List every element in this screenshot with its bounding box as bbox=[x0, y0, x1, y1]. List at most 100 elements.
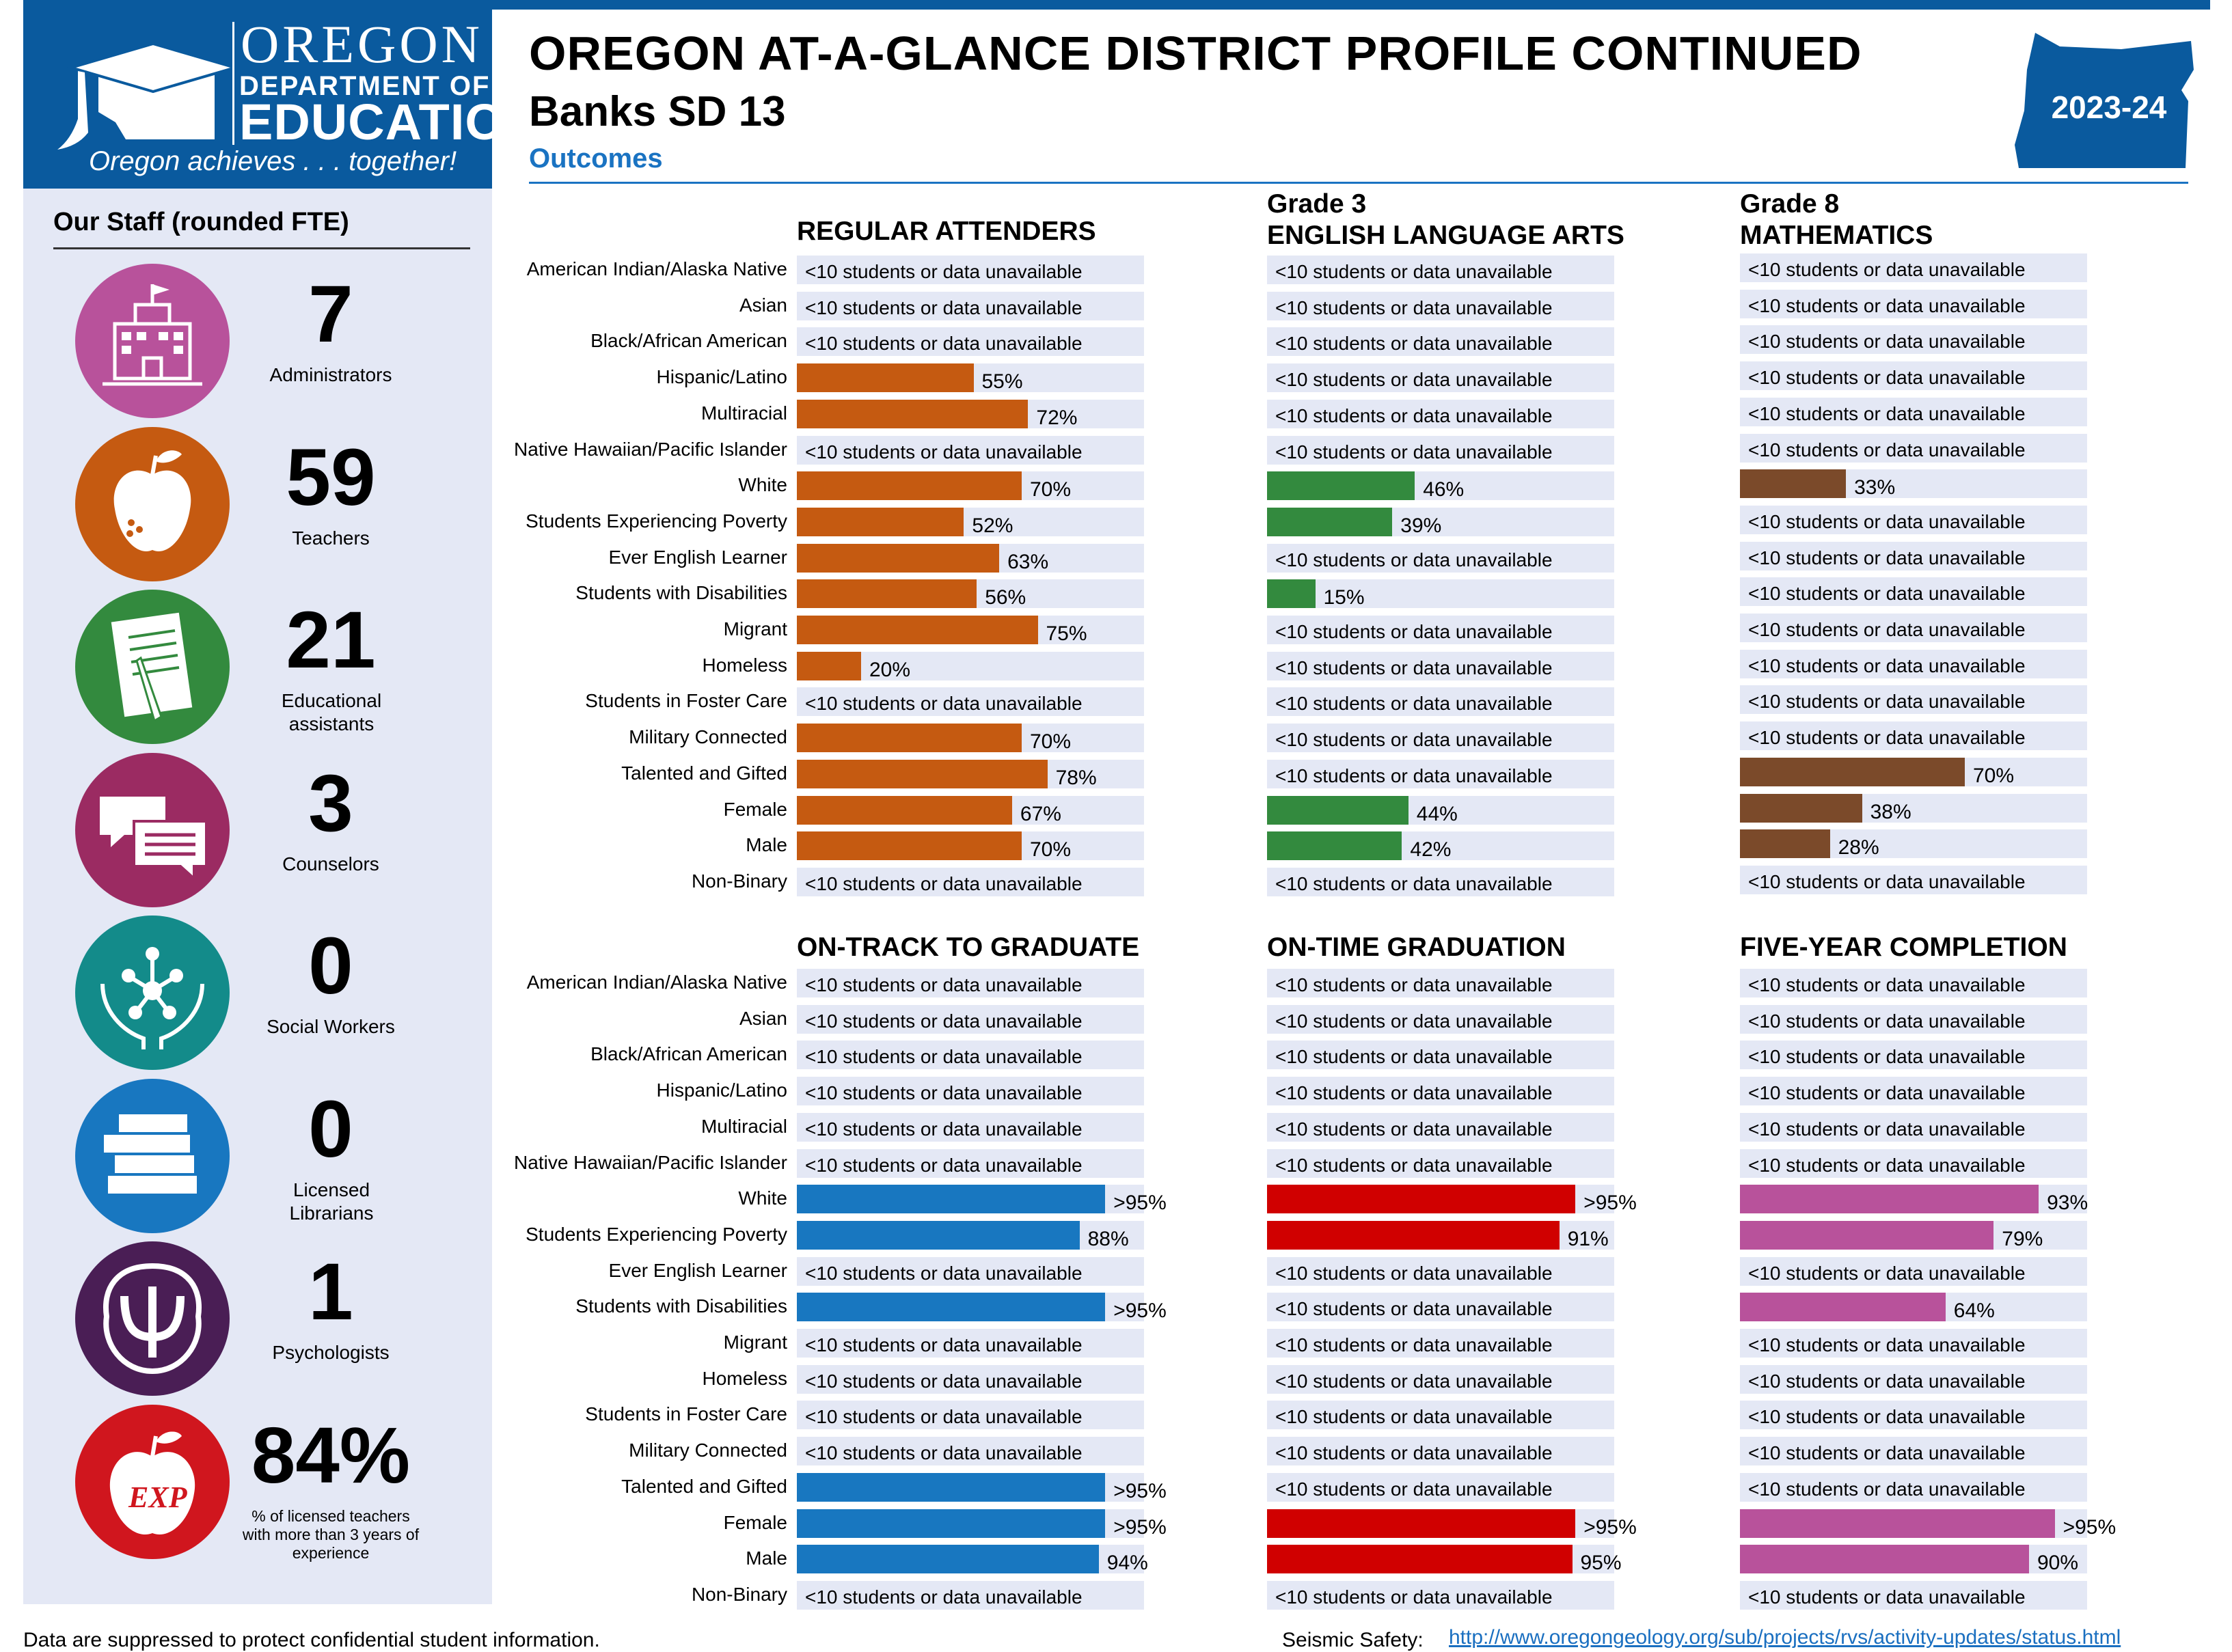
chart-row: <10 students or data unavailable bbox=[1740, 1401, 2087, 1430]
bar-value-label: 93% bbox=[2047, 1192, 2088, 1215]
staff-item: 0 Licensed Librarians bbox=[23, 1078, 492, 1243]
chart-row: <10 students or data unavailable bbox=[1740, 1041, 2087, 1070]
chart-row: Migrant 75% bbox=[724, 616, 1144, 645]
bar-value-label: >95% bbox=[1113, 1192, 1167, 1215]
group-label: Black/African American bbox=[590, 1043, 787, 1065]
bar-value-label: 44% bbox=[1416, 802, 1458, 825]
bar bbox=[1740, 1293, 1946, 1322]
group-label: Non-Binary bbox=[691, 1583, 787, 1605]
chart-row: Female >95% bbox=[724, 1509, 1167, 1539]
bar-value-label: 55% bbox=[981, 370, 1023, 394]
bar-track bbox=[797, 687, 1144, 717]
bar-track bbox=[1267, 1256, 1614, 1286]
bar-track bbox=[797, 1112, 1144, 1142]
bar bbox=[797, 363, 974, 393]
suppressed-value: <10 students or data unavailable bbox=[1748, 510, 2026, 532]
suppressed-value: <10 students or data unavailable bbox=[1275, 261, 1553, 282]
staff-item: 7 Administrators bbox=[23, 264, 492, 428]
group-label: Native Hawaiian/Pacific Islander bbox=[514, 1151, 787, 1173]
bar-track bbox=[1740, 541, 2087, 570]
chart-row: 64% bbox=[1740, 1293, 2087, 1322]
bar-value-label: 52% bbox=[972, 514, 1013, 537]
bar bbox=[1740, 1185, 2039, 1214]
bar-track bbox=[1267, 399, 1614, 428]
bar bbox=[1740, 1545, 2029, 1574]
staff-item: 59 Teachers bbox=[23, 426, 492, 591]
suppressed-value: <10 students or data unavailable bbox=[1275, 693, 1553, 715]
bar-value-label: 78% bbox=[1055, 766, 1097, 789]
chart-row: Native Hawaiian/Pacific Islander <10 stud… bbox=[514, 435, 1144, 465]
chart-row: 90% bbox=[1740, 1545, 2087, 1574]
bar-track bbox=[1740, 685, 2087, 715]
staff-title: Our Staff (rounded FTE) bbox=[53, 208, 349, 236]
chart-row: Hispanic/Latino <10 students or data unav… bbox=[657, 1077, 1144, 1106]
bar bbox=[797, 1220, 1080, 1250]
staff-count-label: Educational assistants bbox=[281, 690, 382, 734]
suppressed-value: <10 students or data unavailable bbox=[1748, 1082, 2026, 1104]
bar-track bbox=[1267, 1472, 1614, 1502]
seismic-label: Seismic Safety: bbox=[1282, 1629, 1424, 1651]
chart-row: Native Hawaiian/Pacific Islander <10 stud… bbox=[514, 1148, 1144, 1178]
bar-track bbox=[797, 969, 1144, 997]
chart-row: <10 students or data unavailable bbox=[1740, 1256, 2087, 1286]
suppression-note: Data are suppressed to protect confident… bbox=[23, 1629, 600, 1651]
chart-row: <10 students or data unavailable bbox=[1740, 289, 2087, 318]
bar-track bbox=[797, 1401, 1144, 1430]
suppressed-value: <10 students or data unavailable bbox=[1275, 441, 1553, 463]
bar bbox=[1267, 1220, 1560, 1250]
logo-department: DEPARTMENT OF bbox=[239, 71, 491, 101]
chart-row: Students Experiencing Poverty 88% bbox=[526, 1220, 1144, 1250]
bar bbox=[797, 399, 1029, 428]
suppressed-value: <10 students or data unavailable bbox=[805, 872, 1083, 894]
bar-value-label: 70% bbox=[1030, 838, 1072, 862]
bar-value-label: >95% bbox=[1113, 1299, 1167, 1323]
bar-track bbox=[1740, 289, 2087, 318]
group-label: Ever English Learner bbox=[608, 1259, 787, 1281]
logo-education: EDUCATION bbox=[239, 94, 543, 150]
seismic-link[interactable]: http://www.oregongeology.org/sub/project… bbox=[1449, 1626, 2121, 1649]
group-label: Talented and Gifted bbox=[621, 762, 787, 784]
bar-track bbox=[1740, 1364, 2087, 1394]
suppressed-value: <10 students or data unavailable bbox=[1275, 1442, 1553, 1464]
bar-track bbox=[1267, 1329, 1614, 1358]
bar bbox=[797, 831, 1022, 861]
bar-track bbox=[797, 435, 1144, 465]
bar-track bbox=[1740, 969, 2087, 997]
suppressed-value: <10 students or data unavailable bbox=[1748, 1442, 2026, 1464]
group-label: Students Experiencing Poverty bbox=[526, 1223, 787, 1245]
suppressed-value: <10 students or data unavailable bbox=[1748, 402, 2026, 424]
chart-row: Ever English Learner 63% bbox=[609, 543, 1144, 573]
chart-row: <10 students or data unavailable bbox=[1267, 1401, 1614, 1430]
suppressed-value: <10 students or data unavailable bbox=[1748, 727, 2026, 749]
staff-item: 21 Educational assistants bbox=[23, 590, 492, 754]
chart-row: <10 students or data unavailable bbox=[1267, 1329, 1614, 1358]
chart-row: <10 students or data unavailable bbox=[1267, 327, 1614, 357]
chart-row: Ever English Learner <10 students or data… bbox=[609, 1256, 1144, 1286]
chart-row: American Indian/Alaska Native <10 student… bbox=[527, 969, 1144, 997]
bar-value-label: 33% bbox=[1854, 476, 1896, 499]
staff-item: 3 Counselors bbox=[23, 752, 492, 917]
chart-row: <10 students or data unavailable bbox=[1740, 1437, 2087, 1466]
suppressed-value: <10 students or data unavailable bbox=[1748, 974, 2026, 995]
bar-track bbox=[1740, 433, 2087, 463]
bar bbox=[797, 651, 861, 680]
group-label: Asian bbox=[739, 294, 787, 316]
group-label: Homeless bbox=[702, 1367, 787, 1389]
bar-track bbox=[1740, 1041, 2087, 1070]
staff-count-label: Licensed Librarians bbox=[289, 1179, 374, 1224]
chart-row: <10 students or data unavailable bbox=[1267, 256, 1614, 284]
suppressed-value: <10 students or data unavailable bbox=[1275, 333, 1553, 355]
oregon-state-icon bbox=[2015, 33, 2194, 168]
chart-row: <10 students or data unavailable bbox=[1740, 1148, 2087, 1178]
bar-track bbox=[1740, 721, 2087, 751]
suppressed-value: <10 students or data unavailable bbox=[1275, 1370, 1553, 1392]
chart-row: <10 students or data unavailable bbox=[1740, 253, 2087, 282]
bar bbox=[797, 795, 1012, 825]
chart-title: REGULAR ATTENDERS bbox=[797, 217, 1096, 246]
bar bbox=[1740, 793, 1862, 823]
suppressed-value: <10 students or data unavailable bbox=[1275, 1586, 1553, 1608]
staff-count: 3 bbox=[308, 758, 353, 849]
section-label: Outcomes bbox=[529, 143, 663, 174]
suppressed-value: <10 students or data unavailable bbox=[805, 1118, 1083, 1140]
bar-track bbox=[1267, 1580, 1614, 1610]
